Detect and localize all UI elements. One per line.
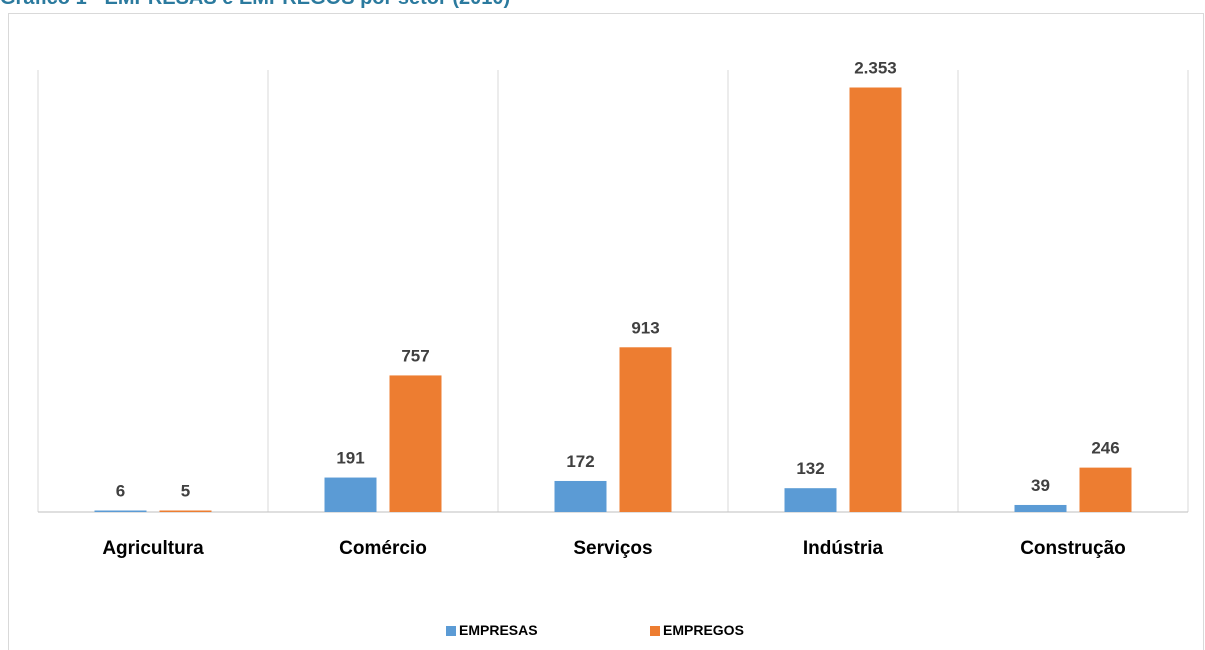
legend: EMPRESAS EMPREGOS <box>446 622 744 638</box>
category-label: Indústria <box>803 538 884 559</box>
legend-label-empregos: EMPREGOS <box>663 622 744 638</box>
bar-empresas-2 <box>554 480 607 512</box>
bar-empregos-3 <box>849 87 902 513</box>
labels-layer: 6 5 Agricultura 191 757 Comércio 172 913 Serviço… <box>102 58 1125 559</box>
data-label: 39 <box>1031 476 1050 495</box>
bar-empregos-2 <box>619 347 672 512</box>
data-label: 5 <box>181 482 190 501</box>
bar-empregos-0 <box>159 510 212 512</box>
bar-empresas-3 <box>784 488 837 512</box>
category-label: Construção <box>1020 538 1126 559</box>
bar-empresas-0 <box>94 510 147 512</box>
data-label: 246 <box>1091 439 1119 458</box>
category-label: Comércio <box>339 538 427 559</box>
data-label: 757 <box>401 346 429 365</box>
data-label: 172 <box>566 452 594 471</box>
data-label: 191 <box>336 449 364 468</box>
chart-frame <box>8 13 1204 650</box>
bar-empregos-4 <box>1079 467 1132 512</box>
chart-title: Gráfico 1 - EMPRESAS e EMPREGOS por seto… <box>0 0 510 10</box>
bar-empresas-1 <box>324 477 377 512</box>
data-label: 132 <box>796 459 824 478</box>
data-label: 913 <box>631 318 659 337</box>
category-label: Serviços <box>573 538 652 559</box>
bar-empregos-1 <box>389 375 442 512</box>
data-label: 6 <box>116 482 125 501</box>
category-label: Agricultura <box>102 538 204 559</box>
bar-empresas-4 <box>1014 504 1067 512</box>
bars-layer <box>94 87 1132 513</box>
legend-swatch-empresas <box>446 626 456 636</box>
grid-layer <box>37 70 1189 513</box>
data-label: 2.353 <box>854 58 897 77</box>
legend-label-empresas: EMPRESAS <box>459 622 538 638</box>
legend-swatch-empregos <box>650 626 660 636</box>
